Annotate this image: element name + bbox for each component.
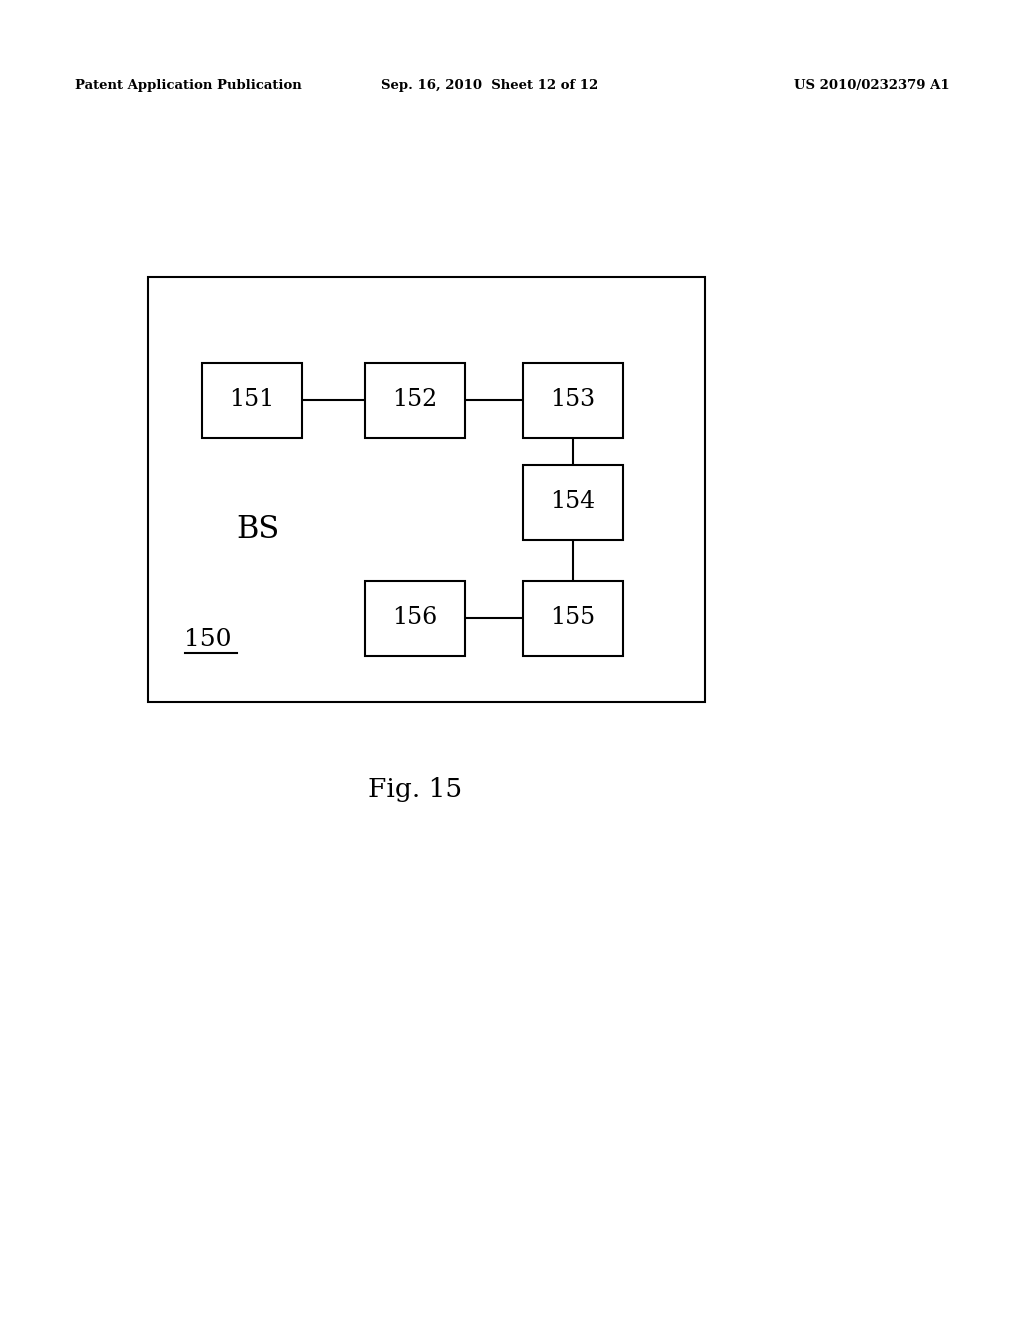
Bar bbox=[523, 363, 623, 437]
Text: Sep. 16, 2010  Sheet 12 of 12: Sep. 16, 2010 Sheet 12 of 12 bbox=[381, 78, 599, 91]
Bar bbox=[365, 581, 465, 656]
Text: BS: BS bbox=[237, 515, 280, 545]
Text: 150: 150 bbox=[184, 628, 231, 652]
Text: Patent Application Publication: Patent Application Publication bbox=[75, 78, 302, 91]
Bar bbox=[148, 277, 705, 702]
Text: 156: 156 bbox=[392, 606, 437, 630]
Bar bbox=[523, 581, 623, 656]
Text: Fig. 15: Fig. 15 bbox=[368, 777, 462, 803]
Bar bbox=[365, 363, 465, 437]
Bar bbox=[523, 465, 623, 540]
Text: 155: 155 bbox=[551, 606, 596, 630]
Bar bbox=[202, 363, 302, 437]
Text: 152: 152 bbox=[392, 388, 437, 412]
Text: 151: 151 bbox=[229, 388, 274, 412]
Text: US 2010/0232379 A1: US 2010/0232379 A1 bbox=[795, 78, 950, 91]
Text: 154: 154 bbox=[550, 491, 596, 513]
Text: 153: 153 bbox=[551, 388, 596, 412]
